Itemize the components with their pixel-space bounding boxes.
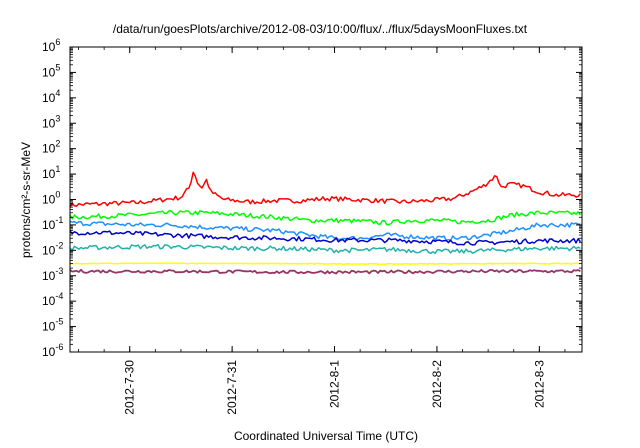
y-tick-label: 104: [42, 88, 60, 105]
x-axis-label: Coordinated Universal Time (UTC): [233, 429, 419, 443]
y-tick-label: 10-3: [42, 266, 63, 283]
chart-title: /data/run/goesPlots/archive/2012-08-03/1…: [112, 22, 528, 36]
y-tick-label: 10-4: [42, 291, 63, 308]
y-tick-label: 10-5: [42, 317, 63, 334]
y-tick-label: 105: [42, 62, 60, 79]
series-line-6: [69, 262, 581, 266]
x-tick-label: 2012-7-30: [123, 360, 137, 415]
series-line-2: [69, 209, 582, 226]
x-tick-label: 2012-8-3: [532, 360, 546, 408]
x-tick-label: 2012-7-31: [225, 360, 239, 415]
y-tick-label: 101: [42, 164, 60, 181]
series-line-3: [69, 220, 581, 242]
y-tick-label: 100: [42, 190, 60, 207]
series-line-1: [69, 171, 581, 208]
y-tick-label: 10-1: [42, 215, 63, 232]
y-tick-label: 10-6: [42, 342, 63, 359]
x-tick-label: 2012-8-1: [328, 360, 342, 408]
series-line-7: [69, 268, 581, 275]
y-tick-label: 103: [42, 113, 60, 130]
y-tick-label: 102: [42, 139, 60, 156]
y-tick-label: 106: [42, 37, 60, 54]
x-tick-label: 2012-8-2: [430, 360, 444, 408]
series-line-4: [69, 230, 582, 246]
y-tick-label: 10-2: [42, 240, 63, 257]
series-line-5: [69, 243, 581, 255]
